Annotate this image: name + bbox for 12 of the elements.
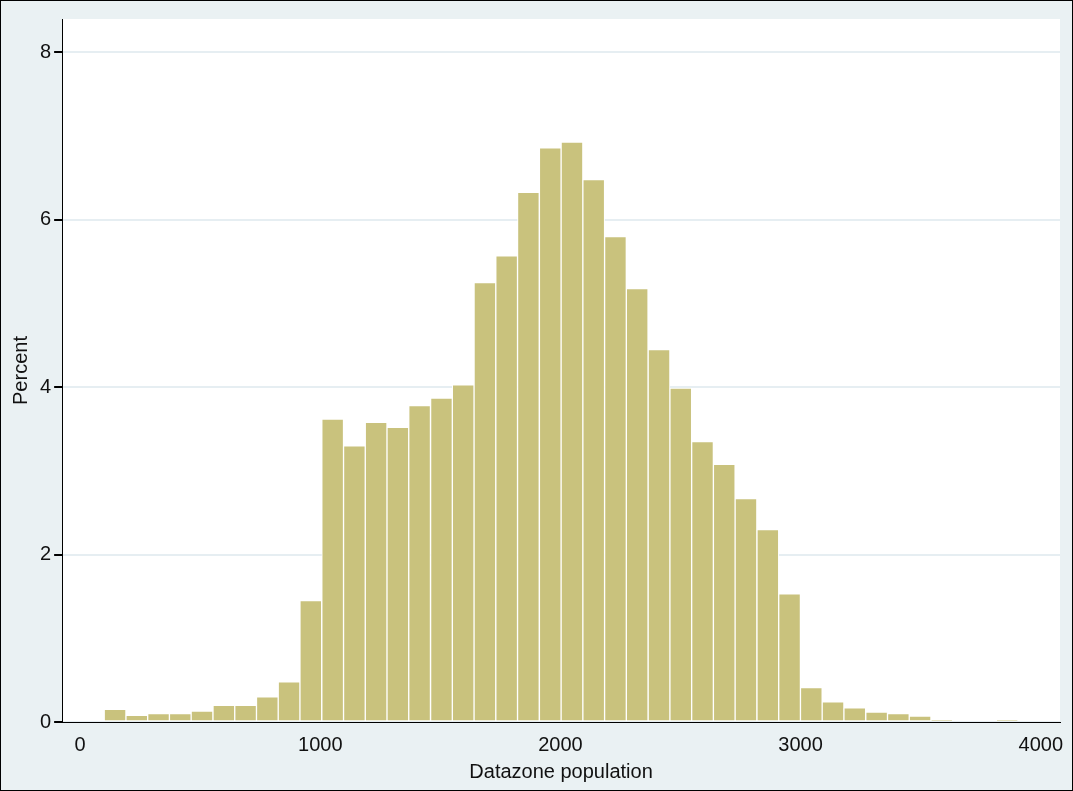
x-axis-title: Datazone population: [469, 759, 653, 782]
y-tick-label: 6: [40, 207, 52, 230]
y-tick-label: 4: [40, 374, 52, 397]
y-axis-title: Percent: [8, 335, 31, 405]
x-tick-label: 3000: [778, 732, 823, 755]
y-tick-label: 2: [40, 542, 52, 565]
y-tick-label: 0: [40, 709, 52, 732]
x-tick-label: 2000: [538, 732, 583, 755]
y-tick-label: 8: [40, 39, 52, 62]
x-tick-label: 1000: [298, 732, 343, 755]
x-tick-label: 4000: [1018, 732, 1064, 755]
x-tick-label: 0: [74, 732, 86, 755]
